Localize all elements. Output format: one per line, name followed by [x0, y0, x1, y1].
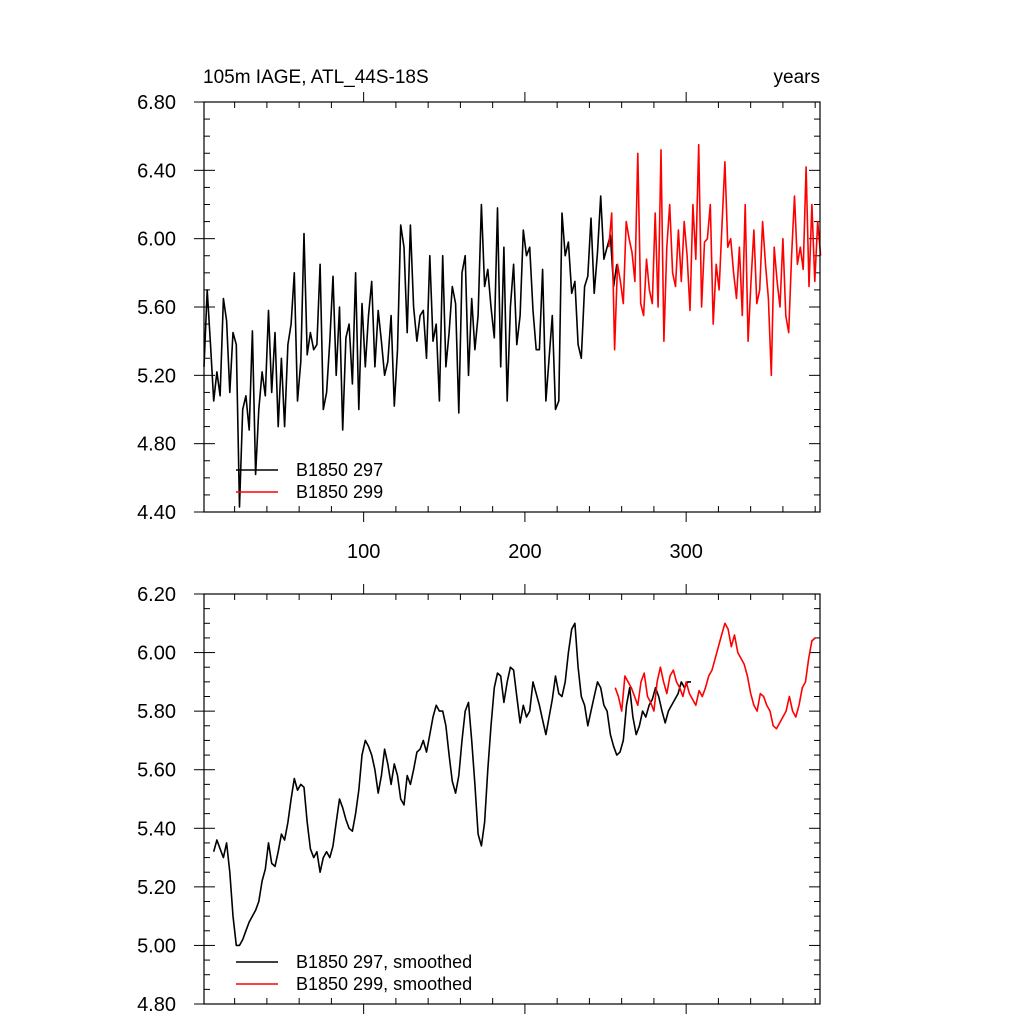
panel-title: 105m IAGE, ATL_44S-18S — [203, 67, 429, 88]
y-tick-label: 5.20 — [137, 877, 176, 899]
series-line-2 — [614, 622, 816, 730]
x-axis-units-label: years — [774, 67, 820, 88]
series-line-1 — [203, 195, 618, 508]
top-axis-ticks: 4.40 4.80 5.20 5.60 6.00 6.40 6.80 100 200 300 — [137, 92, 820, 563]
y-tick-label: 6.80 — [137, 92, 176, 114]
legend-label-1: B1850 297, smoothed — [296, 952, 472, 972]
bottom-axis-ticks: 4.80 5.00 5.20 5.40 5.60 5.80 6.00 6.20 — [137, 584, 820, 1016]
y-tick-label: 5.80 — [137, 701, 176, 723]
y-tick-label: 4.80 — [137, 434, 176, 456]
x-tick-label: 200 — [508, 541, 541, 563]
y-tick-label: 4.40 — [137, 502, 176, 524]
y-tick-label: 5.00 — [137, 935, 176, 957]
x-tick-label: 300 — [669, 541, 702, 563]
y-tick-label: 5.60 — [137, 297, 176, 319]
bottom-series-group — [212, 622, 816, 947]
y-tick-label: 6.00 — [137, 229, 176, 251]
legend-label-2: B1850 299 — [296, 482, 383, 502]
y-tick-label: 5.20 — [137, 365, 176, 387]
y-tick-label: 4.80 — [137, 994, 176, 1016]
bottom-panel: 4.80 5.00 5.20 5.40 5.60 5.80 6.00 6.20 B1850 2… — [137, 584, 821, 1016]
y-tick-label: 5.40 — [137, 818, 176, 840]
legend-label-1: B1850 297 — [296, 460, 383, 480]
y-tick-label: 6.40 — [137, 160, 176, 182]
y-tick-label: 6.00 — [137, 643, 176, 665]
series-line-1 — [212, 622, 691, 947]
bottom-plot-frame — [203, 593, 821, 1005]
series-line-2 — [608, 143, 822, 377]
top-panel: 105m IAGE, ATL_44S-18S years 4.40 4.80 5.2… — [137, 67, 822, 563]
y-tick-label: 6.20 — [137, 584, 176, 606]
top-series-group — [203, 143, 822, 508]
top-plot-frame — [203, 101, 821, 513]
y-tick-label: 5.60 — [137, 760, 176, 782]
legend-label-2: B1850 299, smoothed — [296, 974, 472, 994]
x-tick-label: 100 — [347, 541, 380, 563]
